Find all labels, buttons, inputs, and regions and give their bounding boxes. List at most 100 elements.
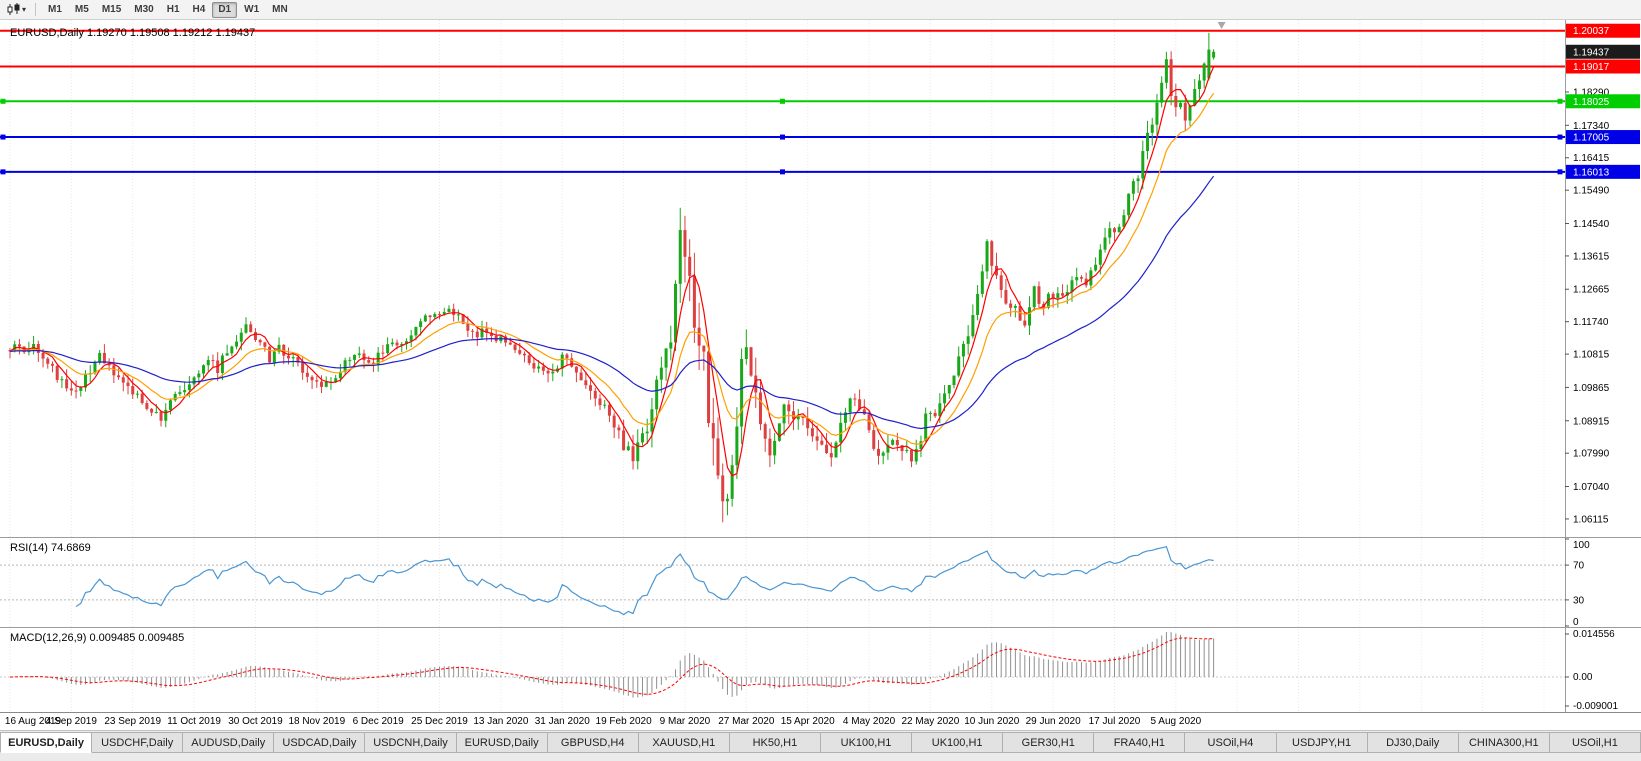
date-tick-label: 5 Aug 2020: [1150, 716, 1202, 727]
chart-type-button[interactable]: ▾: [4, 2, 29, 17]
date-tick-label: 11 Oct 2019: [167, 716, 221, 727]
svg-text:1.15490: 1.15490: [1573, 186, 1610, 197]
line-handle[interactable]: [780, 134, 785, 140]
timeframe-button-d1[interactable]: D1: [212, 1, 238, 18]
chart-tab-usdcnh-daily[interactable]: USDCNH,Daily: [365, 732, 457, 753]
chart-tab-hk50-h1[interactable]: HK50,H1: [729, 732, 821, 753]
timeframe-button-m1[interactable]: M1: [48, 3, 62, 15]
chart-area[interactable]: 1.18290 1.17340 1.16415 1.15490 1.14540 1.136…: [0, 20, 1641, 712]
svg-text:1.08915: 1.08915: [1573, 416, 1610, 427]
date-tick-label: 19 Feb 2020: [595, 716, 652, 727]
date-tick-label: 16 Aug 2019: [4, 716, 62, 727]
chart-tab-usdchf-daily[interactable]: USDCHF,Daily: [92, 732, 184, 753]
svg-text:70: 70: [1573, 561, 1585, 572]
date-tick-label: 15 Apr 2020: [780, 716, 835, 727]
date-tick-label: 13 Jan 2020: [473, 716, 529, 727]
ma-medium-line: [9, 92, 1215, 445]
line-handle[interactable]: [0, 98, 6, 104]
chart-tab-gbpusd-h4[interactable]: GBPUSD,H4: [547, 732, 639, 753]
svg-text:1.18025: 1.18025: [1573, 97, 1610, 108]
timeframe-button-mn[interactable]: MN: [272, 3, 288, 15]
chart-tab-eurusd-daily[interactable]: EURUSD,Daily: [456, 732, 548, 753]
timeframe-button-h1[interactable]: H1: [166, 3, 180, 15]
svg-text:1.18290: 1.18290: [1573, 87, 1610, 98]
timeframe-buttons: M1 M5 M15 M30 H1 H4 D1 W1 MN: [42, 1, 294, 18]
chart-tab-xauusd-h1[interactable]: XAUUSD,H1: [638, 732, 730, 753]
chart-tab-ger30-h1[interactable]: GER30,H1: [1003, 732, 1095, 753]
svg-text:1.19437: 1.19437: [1573, 47, 1610, 58]
price-tag-1.19017: 1.19017: [1566, 59, 1640, 74]
svg-text:1.17005: 1.17005: [1573, 133, 1610, 144]
price-scale: 1.18290 1.17340 1.16415 1.15490 1.14540 1.136…: [1565, 87, 1610, 525]
date-tick-label: 9 Mar 2020: [659, 716, 711, 727]
price-tag-1.17005: 1.17005: [1566, 130, 1640, 145]
candlesticks: [8, 32, 1216, 523]
line-handle[interactable]: [780, 98, 785, 104]
price-tag-1.16013: 1.16013: [1566, 164, 1640, 179]
chart-tab-usdjpy-h1[interactable]: USDJPY,H1: [1276, 732, 1368, 753]
ma-fast-line: [9, 66, 1215, 477]
svg-text:0.014556: 0.014556: [1573, 629, 1615, 640]
date-tick-label: 17 Jul 2020: [1088, 716, 1141, 727]
rsi-line: [75, 545, 1214, 616]
chart-tab-eurusd-daily[interactable]: EURUSD,Daily: [0, 732, 93, 753]
timeframe-button-h4[interactable]: H4: [192, 3, 206, 15]
line-handle[interactable]: [1557, 169, 1563, 175]
svg-text:1.16415: 1.16415: [1573, 153, 1610, 164]
timeframe-button-m30[interactable]: M30: [134, 3, 154, 15]
price-tag-1.20037: 1.20037: [1566, 23, 1640, 38]
chart-tab-uk100-h1[interactable]: UK100,H1: [912, 732, 1004, 753]
date-tick-label: 6 Dec 2019: [352, 716, 404, 727]
date-tick-label: 23 Sep 2019: [104, 716, 162, 727]
candlestick-chart-icon: [7, 3, 20, 15]
ma-slow-line: [9, 175, 1215, 430]
chart-tab-dj30-daily[interactable]: DJ30,Daily: [1367, 732, 1459, 753]
price-tag-1.19437: 1.19437: [1566, 44, 1640, 59]
chart-tab-usdcad-daily[interactable]: USDCAD,Daily: [274, 732, 366, 753]
chart-tab-usoil-h4[interactable]: USOil,H4: [1185, 732, 1277, 753]
chart-shift-marker[interactable]: [1217, 22, 1226, 29]
chart-tab-fra40-h1[interactable]: FRA40,H1: [1094, 732, 1186, 753]
chart-tab-china300-h1[interactable]: CHINA300,H1: [1458, 732, 1550, 753]
time-axis: 16 Aug 2019 4 Sep 2019 23 Sep 2019 11 Oct 2…: [0, 712, 1641, 730]
chart-tab-audusd-daily[interactable]: AUDUSD,Daily: [183, 732, 275, 753]
toolbar-separator: [35, 3, 37, 16]
svg-text:0.00: 0.00: [1573, 672, 1593, 683]
date-tick-label: 18 Nov 2019: [288, 716, 346, 727]
timeframe-button-m5[interactable]: M5: [74, 3, 89, 15]
chart-tab-uk100-h1[interactable]: UK100,H1: [820, 732, 913, 753]
line-handle[interactable]: [780, 169, 785, 175]
svg-text:100: 100: [1573, 540, 1590, 551]
timeframe-button-m15[interactable]: M15: [101, 3, 122, 15]
svg-text:1.07040: 1.07040: [1573, 482, 1610, 493]
date-tick-label: 31 Jan 2020: [534, 716, 590, 727]
date-tick-label: 10 Jun 2020: [964, 716, 1020, 727]
svg-text:1.09865: 1.09865: [1573, 383, 1610, 394]
date-tick-label: 4 May 2020: [842, 716, 896, 727]
chevron-down-icon: ▾: [22, 4, 27, 14]
timeframe-button-w1[interactable]: W1: [244, 3, 260, 15]
date-tick-label: 25 Dec 2019: [411, 716, 468, 727]
line-handle[interactable]: [1557, 134, 1563, 140]
svg-text:1.14540: 1.14540: [1573, 219, 1610, 230]
svg-text:0: 0: [1573, 617, 1579, 628]
svg-text:1.13615: 1.13615: [1573, 251, 1610, 262]
svg-text:1.07990: 1.07990: [1573, 449, 1610, 460]
line-handle[interactable]: [0, 134, 6, 140]
chart-canvas[interactable]: 1.18290 1.17340 1.16415 1.15490 1.14540 1.136…: [0, 20, 1641, 712]
svg-text:1.17340: 1.17340: [1573, 121, 1610, 132]
chart-tab-usoil-h1[interactable]: USOil,H1: [1549, 732, 1641, 753]
chart-tabs-bar: EURUSD,Daily USDCHF,Daily AUDUSD,Daily USDC…: [0, 730, 1641, 761]
svg-text:1.19017: 1.19017: [1573, 62, 1610, 73]
svg-text:1.20037: 1.20037: [1573, 26, 1610, 37]
line-handle[interactable]: [0, 169, 6, 175]
date-tick-label: 4 Sep 2019: [45, 716, 97, 727]
macd-signal-line: [9, 637, 1214, 695]
price-tag-1.18025: 1.18025: [1566, 94, 1640, 109]
svg-text:1.11740: 1.11740: [1573, 317, 1609, 328]
svg-text:1.12665: 1.12665: [1573, 285, 1610, 296]
svg-text:1.10815: 1.10815: [1573, 350, 1610, 361]
date-tick-label: 27 Mar 2020: [718, 716, 775, 727]
line-handle[interactable]: [1557, 98, 1563, 104]
